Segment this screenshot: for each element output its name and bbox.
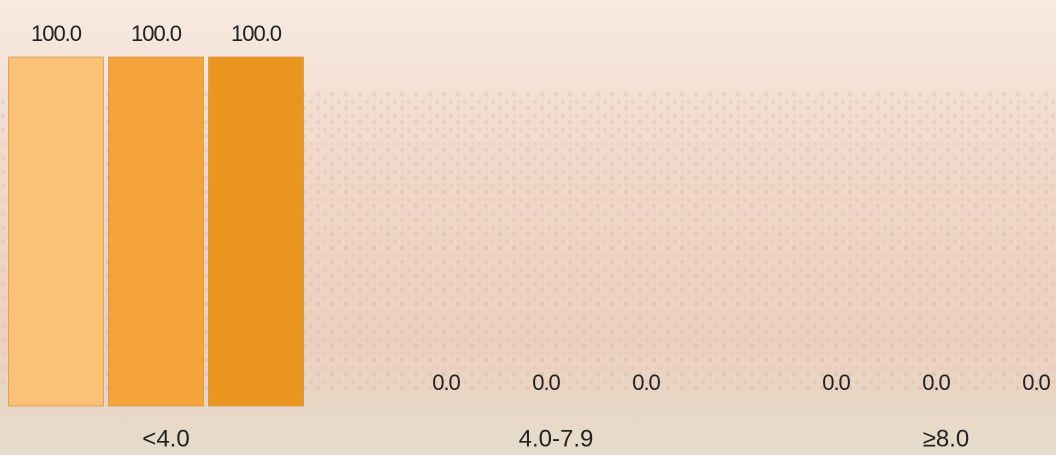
data-label: 100.0	[31, 21, 82, 46]
data-label: 0.0	[922, 370, 950, 395]
x-tick-label: <4.0	[142, 425, 189, 452]
data-label: 0.0	[632, 370, 660, 395]
x-tick-label: 4.0-7.9	[519, 425, 594, 452]
bar	[108, 56, 204, 407]
data-label: 100.0	[131, 21, 182, 46]
data-label: 0.0	[1022, 370, 1050, 395]
bar	[208, 56, 304, 407]
data-label: 0.0	[432, 370, 460, 395]
bar	[8, 56, 104, 407]
data-label: 0.0	[532, 370, 560, 395]
x-tick-label: ≥8.0	[923, 425, 970, 452]
data-label: 100.0	[231, 21, 282, 46]
data-label: 0.0	[822, 370, 850, 395]
